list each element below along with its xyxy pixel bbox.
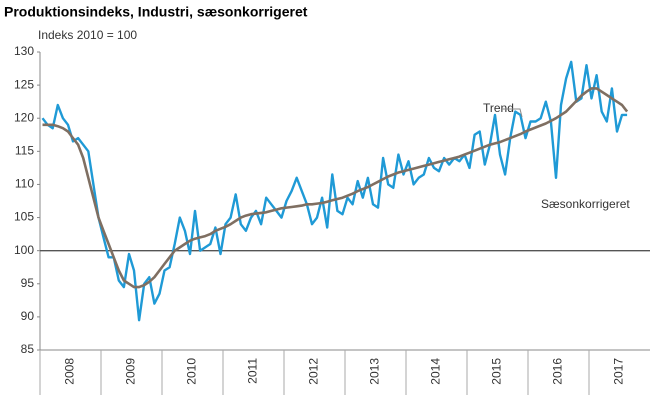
y-tick-label: 125 — [14, 77, 34, 91]
y-tick-label: 120 — [14, 110, 34, 124]
series-line — [42, 87, 629, 289]
y-tick-label: 85 — [21, 342, 35, 356]
y-tick-label: 130 — [14, 44, 34, 58]
x-tick-label: 2016 — [551, 358, 565, 385]
x-tick-label: 2010 — [185, 358, 199, 385]
x-tick-label: 2009 — [124, 358, 138, 385]
y-tick-label: 115 — [15, 144, 34, 158]
x-tick-label: 2012 — [307, 358, 321, 385]
y-tick-label: 90 — [21, 309, 35, 323]
series-line — [41, 60, 628, 322]
x-tick-label: 2017 — [612, 358, 626, 385]
y-tick-label: 95 — [21, 276, 35, 290]
x-tick-label: 2013 — [368, 358, 382, 385]
x-tick-label: 2014 — [429, 358, 443, 385]
chart-title: Produktionsindeks, Industri, sæsonkorrig… — [4, 4, 308, 20]
y-tick-label: 110 — [15, 177, 34, 191]
x-tick-label: 2015 — [490, 358, 504, 385]
y-tick-label: 100 — [14, 243, 34, 257]
x-tick-label: 2008 — [63, 358, 77, 385]
series-label: Trend — [483, 101, 514, 115]
label-leader — [502, 108, 523, 118]
chart-subtitle: Indeks 2010 = 100 — [38, 28, 137, 42]
y-tick-label: 105 — [14, 210, 34, 224]
series-label: Sæsonkorrigeret — [541, 197, 630, 211]
x-tick-label: 2011 — [246, 358, 260, 384]
